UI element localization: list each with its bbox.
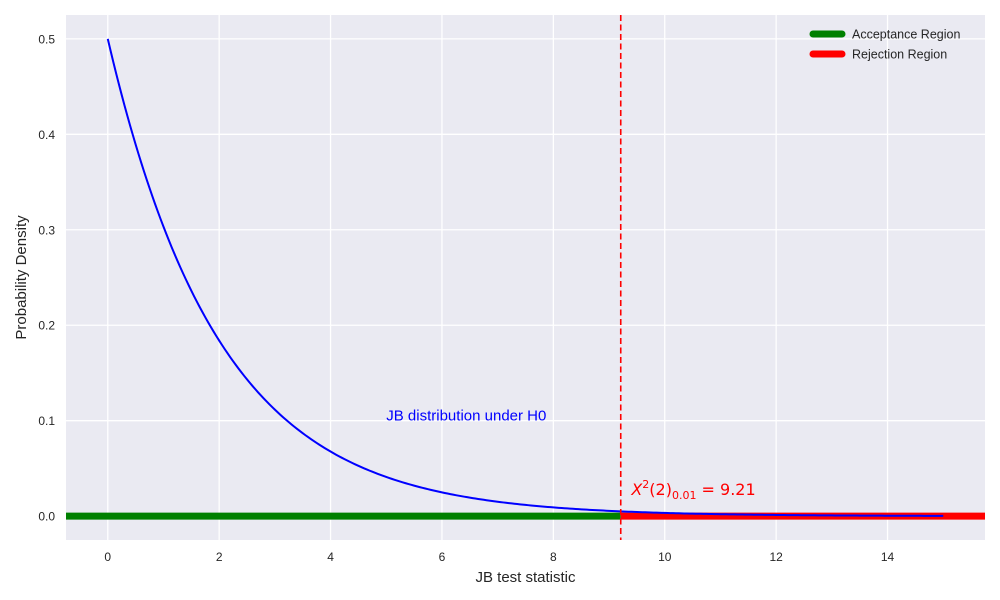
density-curve	[106, 38, 944, 517]
y-axis-ticks: 0.0 0.1 0.2 0.3 0.4 0.5	[38, 32, 55, 523]
legend: Acceptance Region Rejection Region	[809, 28, 960, 62]
x-tick-label: 4	[327, 550, 334, 564]
x-tick-label: 6	[439, 550, 446, 564]
x-axis-ticks: 0 2 4 6 8 10 12 14	[104, 550, 894, 564]
y-axis-label: Probability Density	[13, 215, 30, 340]
y-tick-label: 0.5	[38, 32, 55, 46]
x-tick-label: 8	[550, 550, 557, 564]
x-tick-label: 0	[104, 550, 111, 564]
y-tick-label: 0.2	[38, 319, 55, 333]
legend-label-acceptance: Acceptance Region	[852, 28, 960, 42]
y-tick-label: 0.0	[38, 510, 55, 524]
x-tick-label: 10	[658, 550, 672, 564]
y-tick-label: 0.1	[38, 414, 55, 428]
grid	[66, 15, 985, 540]
x-tick-label: 14	[881, 550, 895, 564]
y-tick-label: 0.3	[38, 223, 55, 237]
critical-value-label: X2(2)0.01 = 9.21	[630, 478, 755, 502]
y-tick-label: 0.4	[38, 128, 55, 142]
x-tick-label: 2	[216, 550, 223, 564]
x-tick-label: 12	[769, 550, 783, 564]
legend-label-rejection: Rejection Region	[852, 48, 947, 62]
annotation-jb-distribution: JB distribution under H0	[386, 408, 546, 425]
x-axis-label: JB test statistic	[475, 569, 576, 586]
plot-background	[66, 15, 985, 540]
